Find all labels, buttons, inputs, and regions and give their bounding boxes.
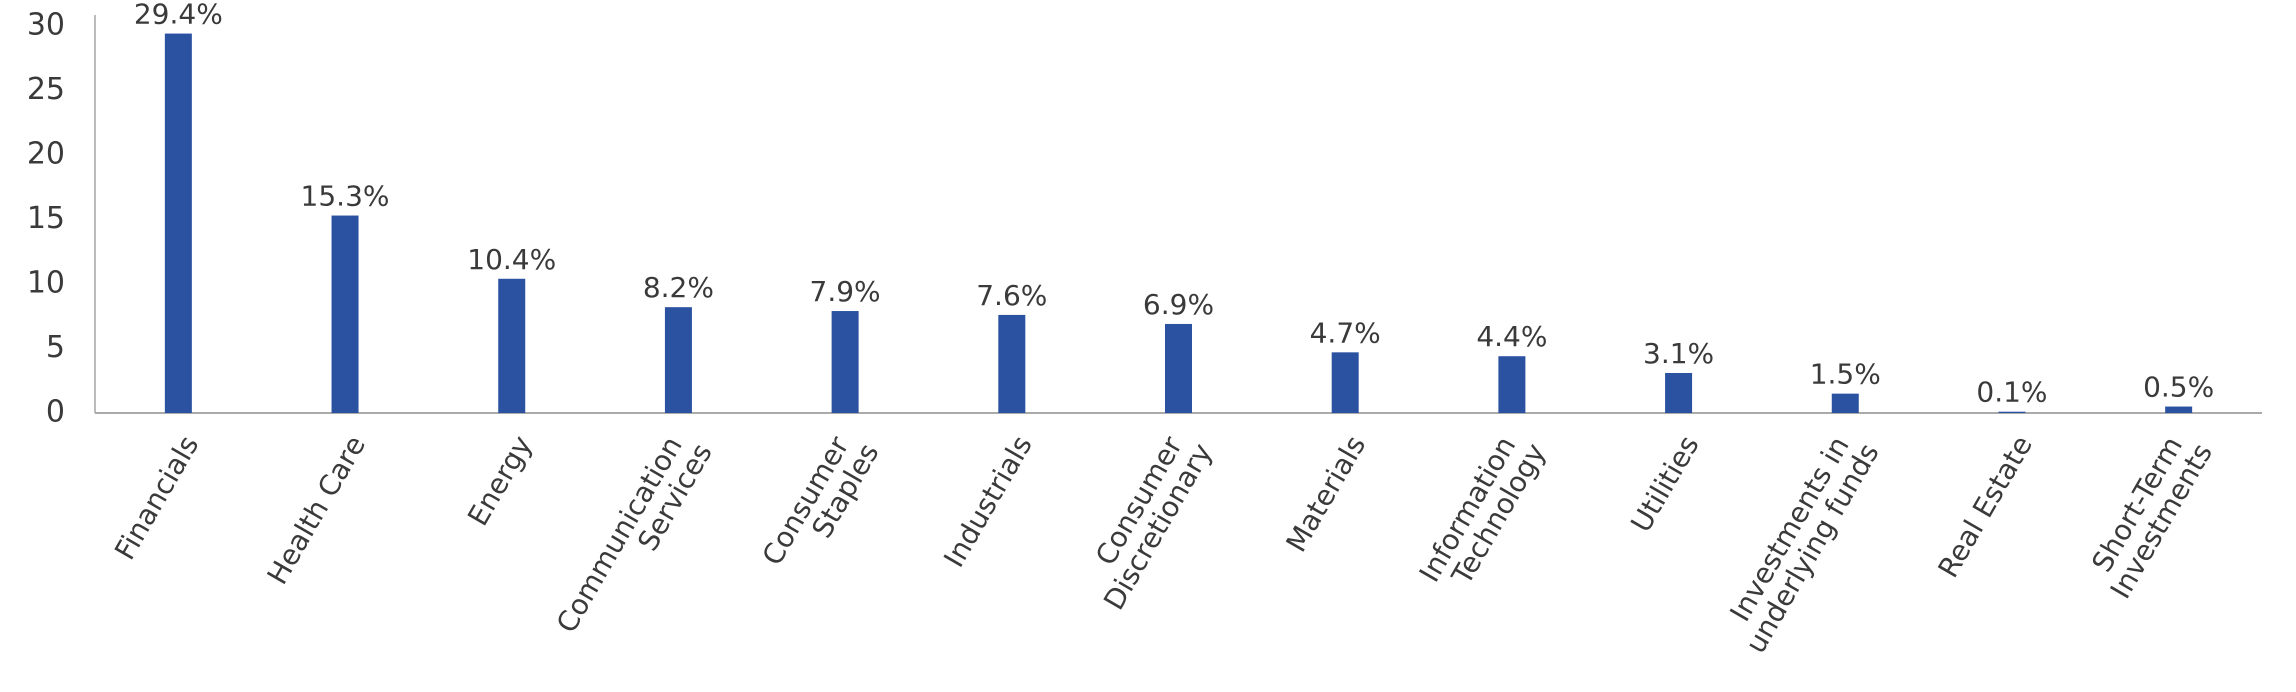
x-tick-label: Short-Term Investments [2078, 423, 2219, 604]
bar [1165, 323, 1192, 413]
bar [1665, 372, 1693, 413]
y-tick-label: 30 [27, 7, 65, 42]
value-label: 7.9% [810, 275, 881, 308]
bar [331, 215, 359, 413]
value-label: 0.5% [2143, 371, 2214, 404]
x-tick-label: Financials [108, 430, 205, 565]
bar [998, 314, 1026, 413]
bar [1831, 393, 1859, 413]
x-tick-label: Real Estate [1931, 430, 2039, 583]
x-tick-label: Utilities [1624, 430, 1705, 538]
y-tick-label: 0 [46, 395, 65, 430]
y-tick-label: 20 [27, 136, 65, 171]
y-tick-label: 15 [27, 201, 65, 236]
x-tick-label: Energy [461, 430, 539, 531]
x-tick-label: Communication Services [550, 423, 719, 653]
bar [164, 33, 192, 414]
value-label: 7.6% [976, 279, 1047, 312]
y-tick-label: 25 [27, 72, 65, 107]
bar [498, 278, 526, 413]
value-label: 3.1% [1643, 337, 1714, 370]
value-label: 4.4% [1476, 320, 1547, 353]
bar [1331, 352, 1359, 413]
y-tick-label: 5 [46, 330, 65, 365]
value-label: 10.4% [467, 243, 556, 276]
bar [1998, 411, 2026, 413]
value-label: 4.7% [1310, 316, 1381, 349]
x-tick-label: Consumer Discretionary [1072, 423, 1219, 616]
x-tick-label: Materials [1279, 430, 1372, 558]
y-tick-label: 10 [27, 265, 65, 300]
bar [2165, 406, 2193, 413]
value-label: 15.3% [301, 180, 390, 213]
bar [664, 307, 692, 413]
value-label: 29.4% [134, 0, 223, 31]
value-label: 6.9% [1143, 288, 1214, 321]
value-label: 1.5% [1810, 358, 1881, 391]
x-tick-label: Consumer Staples [756, 423, 886, 586]
value-label: 0.1% [1976, 376, 2047, 409]
x-tick-label: Investments in underlying funds [1713, 423, 1885, 659]
value-label: 8.2% [643, 271, 714, 304]
x-tick-label: Information Technology [1413, 423, 1553, 602]
x-tick-label: Health Care [261, 430, 372, 590]
x-tick-label: Industrials [937, 430, 1039, 573]
bar [1498, 356, 1526, 413]
bar [831, 311, 859, 413]
